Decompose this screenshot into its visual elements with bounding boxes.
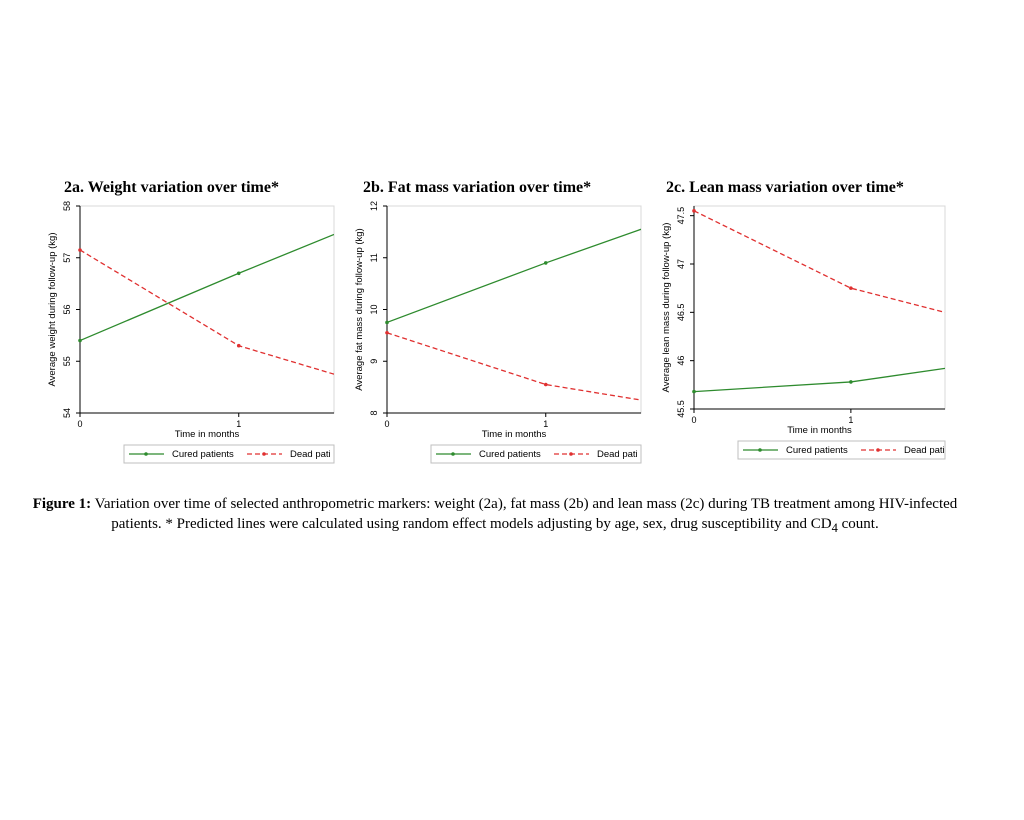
y-tick-label: 11 [369,253,379,262]
x-tick-label: 1 [236,419,241,429]
legend: Cured patients Dead pati [430,444,642,464]
x-axis-label: Time in months [482,429,547,440]
x-tick-label: 0 [691,415,696,425]
caption-text-end: count. [837,516,879,532]
series-point [236,343,241,348]
x-tick-label: 1 [543,419,548,429]
y-tick-label: 45.5 [676,400,686,418]
series-point [78,248,82,252]
series-point [849,380,853,384]
y-axis-label: Average lean mass during follow-up (kg) [661,223,672,393]
series-point [385,320,389,325]
plot-frame [693,205,946,410]
y-tick-label: 46.5 [676,304,686,322]
legend-label-cured: Cured patients [172,449,234,460]
y-tick-label: 9 [369,359,379,364]
figure-caption: Figure 1: Variation over time of selecte… [30,494,960,538]
x-tick-label: 0 [384,419,389,429]
series-point [385,330,389,335]
caption-subscript: 4 [831,521,838,535]
legend-label-dead: Dead pati [904,445,945,456]
y-tick-label: 46 [676,356,686,366]
chart-title: 2b. Fat mass variation over time* [363,179,591,196]
y-tick-label: 55 [62,356,72,366]
legend-box [737,440,946,460]
y-tick-label: 8 [369,410,379,415]
legend: Cured patients Dead pati [737,440,946,460]
series-line-cured [387,228,641,324]
legend-box [430,444,642,464]
x-axis-label: Time in months [175,429,240,440]
legend-marker-cured [144,452,148,456]
chart-panel-1: 2a. Weight variation over time* 54 55 56 57 5… [47,179,335,464]
chart-title: 2c. Lean mass variation over time* [666,179,904,196]
legend-marker-cured [451,452,455,456]
legend-label-dead: Dead pati [597,449,638,460]
series-line-dead [80,249,334,375]
legend-marker-dead [876,448,880,452]
legend-marker-dead [262,452,266,456]
plot-frame [79,205,335,414]
caption-label: Figure 1: [32,496,92,512]
legend-label-dead: Dead pati [290,449,331,460]
series-point [543,261,548,265]
y-axis-label: Average weight during follow-up (kg) [47,232,58,386]
chart-panel-2: 2b. Fat mass variation over time*8910111… [354,179,642,464]
series-point [78,338,82,343]
y-axis-label: Average fat mass during follow-up (kg) [354,228,365,390]
series-line-dead [387,332,641,401]
series-line-cured [80,233,334,342]
series-point [692,209,696,213]
x-tick-label: 1 [848,415,853,425]
chart-title: 2a. Weight variation over time* [64,179,279,196]
y-tick-label: 47.5 [676,207,686,225]
series-line-dead [694,210,945,313]
x-tick-label: 0 [77,419,82,429]
y-tick-label: 12 [369,201,379,211]
legend-marker-dead [569,452,573,456]
series-line-cured [694,367,945,393]
legend-box [123,444,335,464]
legend-marker-cured [758,448,762,452]
series-point [543,382,548,387]
y-tick-label: 47 [676,259,686,269]
legend-label-cured: Cured patients [479,449,541,460]
series-point [692,389,696,394]
legend: Cured patients Dead pati [123,444,335,464]
chart-panel-3: 2c. Lean mass variation over time* 45.5 46… [661,179,946,460]
x-axis-label: Time in months [787,425,852,436]
series-point [236,271,241,276]
plot-frame [386,205,642,414]
y-tick-label: 10 [369,304,379,314]
y-tick-label: 56 [62,304,72,314]
y-tick-label: 54 [62,408,72,418]
caption-text: Variation over time of selected anthropo… [91,496,958,532]
legend-label-cured: Cured patients [786,445,848,456]
series-point [849,286,853,290]
y-tick-label: 58 [62,201,72,211]
y-tick-label: 57 [62,253,72,263]
